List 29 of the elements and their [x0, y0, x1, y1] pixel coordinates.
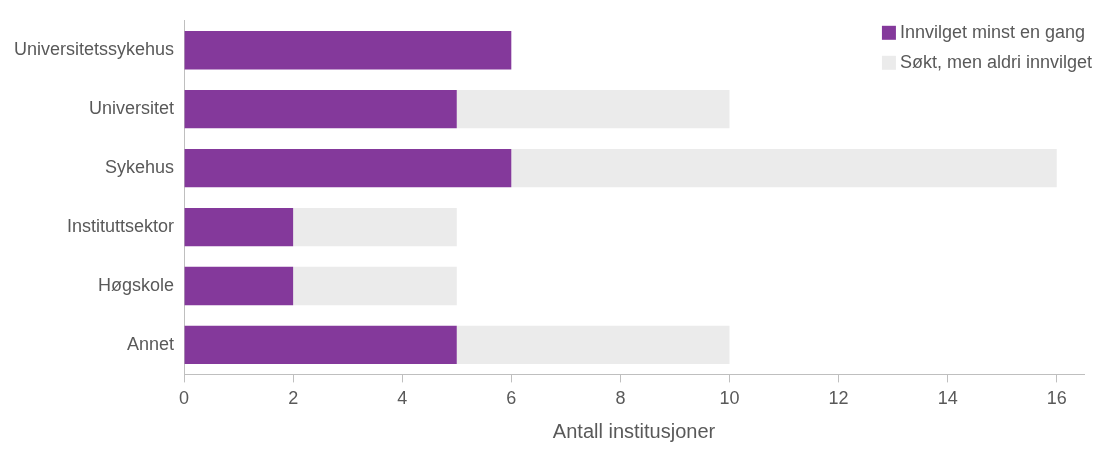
x-tick-label: 16 [1046, 388, 1067, 409]
bar [456, 90, 730, 129]
x-tick-label: 4 [397, 388, 408, 409]
bar [184, 266, 294, 306]
bar [456, 325, 730, 365]
y-tick-label: Universitetssykehus [14, 39, 175, 60]
bar [184, 207, 294, 247]
x-tick-label: 2 [288, 388, 299, 409]
x-axis-title: Antall institusjoner [552, 419, 716, 442]
x-tick-label: 10 [719, 388, 740, 409]
y-tick-label: Universitet [89, 98, 175, 119]
x-tick-label: 0 [179, 388, 190, 409]
y-tick-label: Annet [127, 333, 175, 354]
x-tick-label: 6 [506, 388, 517, 409]
bar [184, 31, 512, 70]
bar [511, 148, 1057, 188]
bar [184, 90, 457, 129]
bar [293, 266, 457, 306]
y-tick-label: Instituttsektor [67, 216, 175, 237]
bar [293, 207, 457, 247]
x-tick-label: 8 [615, 388, 626, 409]
bar [184, 148, 512, 188]
y-tick-label: Høgskole [98, 274, 175, 295]
x-tick-label: 14 [937, 388, 958, 409]
y-tick-label: Sykehus [105, 157, 175, 178]
x-tick-label: 12 [828, 388, 849, 409]
legend-label: Søkt, men aldri innvilget [899, 51, 1092, 72]
bar [184, 325, 457, 365]
legend-label: Innvilget minst en gang [899, 21, 1086, 42]
